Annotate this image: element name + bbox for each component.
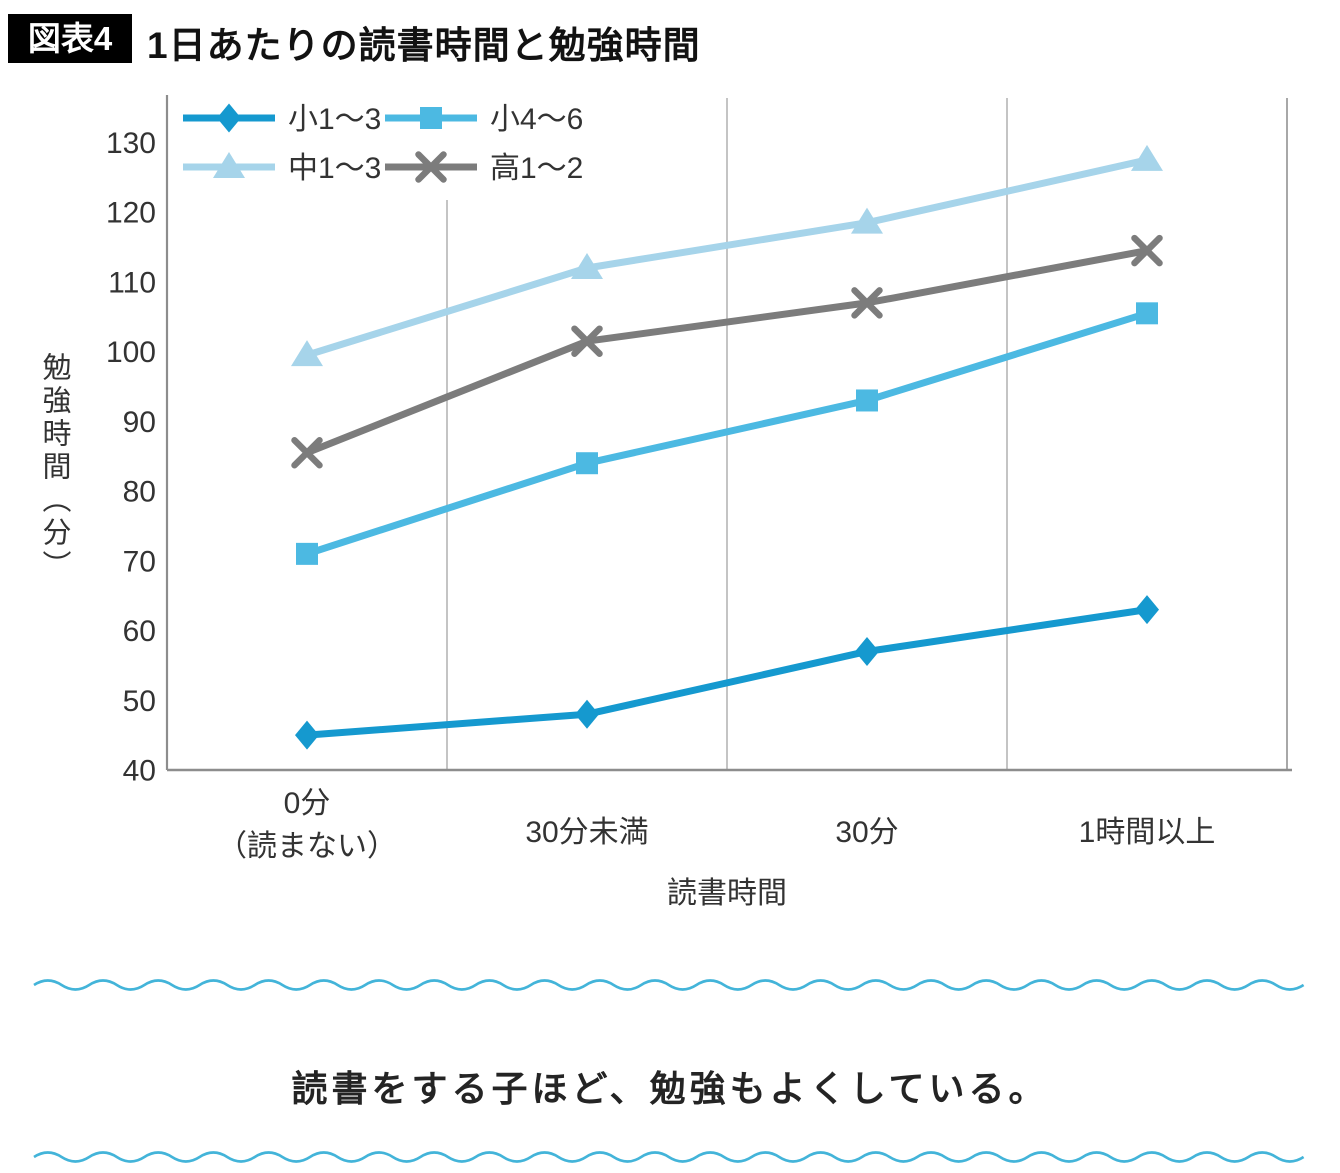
- series-2-marker: [1131, 144, 1163, 171]
- y-tick-label: 40: [123, 755, 156, 788]
- legend-item-3: 高1～2: [385, 151, 583, 185]
- wave-divider-bottom: [33, 1151, 1305, 1163]
- series-3-line: [303, 247, 1151, 457]
- series-3: [291, 234, 1163, 469]
- series-1-marker: [1136, 302, 1158, 325]
- series-2-line: [303, 156, 1151, 359]
- series-0: [295, 595, 1159, 750]
- x-category-label: 30分未満: [525, 816, 648, 849]
- legend-item-2: 中1～3: [183, 152, 381, 185]
- y-tick-label: 130: [106, 127, 156, 160]
- legend-label: 小1～3: [288, 103, 381, 136]
- wave-line: [33, 979, 1305, 991]
- series-1-marker: [576, 452, 598, 475]
- series-3-marker: [851, 287, 883, 319]
- y-tick-label: 100: [106, 336, 156, 369]
- y-tick-label: 120: [106, 197, 156, 230]
- series-0-marker: [575, 699, 599, 729]
- legend-label: 高1～2: [490, 152, 583, 185]
- x-category-label: 1時間以上: [1079, 816, 1216, 849]
- series-2: [291, 144, 1163, 367]
- wave-line: [33, 1151, 1305, 1163]
- legend-x-icon: [415, 151, 447, 183]
- figure-badge: 図表4: [8, 14, 132, 63]
- y-tick-label: 60: [123, 615, 156, 648]
- legend-item-0: 小1～3: [183, 103, 381, 136]
- series-1-line: [303, 309, 1151, 558]
- y-tick-label: 50: [123, 685, 156, 718]
- y-tick-label: 80: [123, 476, 156, 509]
- series-2-marker: [291, 340, 323, 367]
- y-tick-label: 70: [123, 545, 156, 578]
- series-1: [296, 302, 1158, 565]
- legend-diamond-icon: [217, 103, 241, 133]
- series-3-marker: [1131, 234, 1163, 267]
- legend-label: 小4～6: [490, 103, 583, 136]
- series-0-marker: [295, 720, 319, 750]
- series-0-line: [303, 606, 1151, 739]
- y-axis-title: 勉強時間（分）: [38, 352, 70, 583]
- x-category-label: 30分: [835, 816, 898, 849]
- series-3-marker: [291, 437, 323, 469]
- figure-title: 1日あたりの読書時間と勉強時間: [147, 25, 701, 66]
- series-2-marker: [851, 207, 883, 234]
- legend-triangle-icon: [213, 152, 245, 178]
- y-tick-label: 110: [108, 266, 156, 299]
- series-1-marker: [856, 389, 878, 412]
- legend-square-icon: [420, 107, 442, 129]
- series-2-marker: [571, 253, 603, 279]
- legend-item-1: 小4～6: [385, 103, 583, 136]
- x-category-label: 0分: [284, 787, 331, 820]
- wave-divider-top: [33, 979, 1305, 991]
- x-category-label: （読まない）: [217, 830, 397, 863]
- line-chart: 40 50 60 70 80 90 100 110 120 130 0分 （読まない） 30分未満 30分…: [106, 95, 1292, 910]
- x-axis-title: 読書時間: [667, 877, 787, 910]
- series-0-marker: [855, 636, 879, 666]
- series-0-marker: [1135, 595, 1159, 625]
- legend-label: 中1～3: [288, 152, 381, 185]
- y-tick-label: 90: [123, 406, 156, 439]
- series-1-marker: [296, 542, 318, 565]
- series-3-marker: [571, 325, 603, 357]
- caption-text: 読書をする子ほど、勉強もよくしている。: [291, 1068, 1049, 1109]
